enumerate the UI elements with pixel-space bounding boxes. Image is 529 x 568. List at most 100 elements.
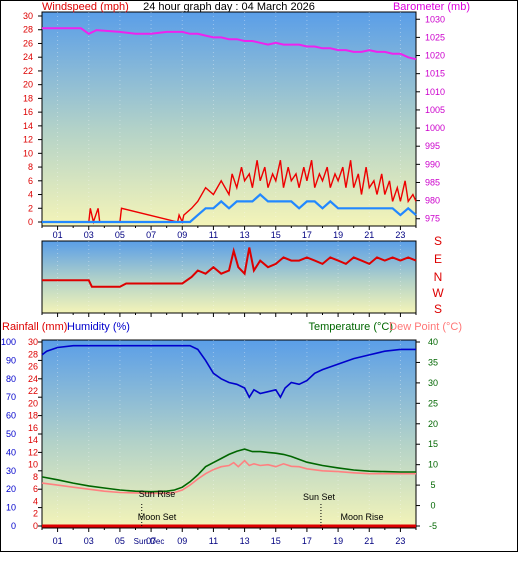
rain-y-label-14: 14	[28, 435, 38, 445]
sunset-label: Sun Set	[303, 492, 336, 502]
direction-y-label-2: N	[434, 270, 443, 284]
humidity-y-label-80: 80	[6, 374, 16, 384]
baro-y-label-1000: 1000	[425, 123, 445, 133]
rain-y-label-4: 4	[33, 496, 38, 506]
temp-hum-plot: 0102030405060708090100024681012141618202…	[1, 337, 438, 546]
wind-x-label-09: 09	[177, 230, 187, 240]
graph-title: 24 hour graph day : 04 March 2026	[143, 1, 315, 13]
wind-y-label-10: 10	[23, 148, 33, 158]
temp-y-label--5: -5	[429, 521, 437, 531]
temp-y-label-0: 0	[430, 501, 435, 511]
baro-y-label-1020: 1020	[425, 51, 445, 61]
wind-y-label-6: 6	[28, 176, 33, 186]
wind-average-line	[42, 193, 417, 224]
rain-y-label-18: 18	[28, 411, 38, 421]
wind-x-label-23: 23	[395, 230, 405, 240]
dew-point-line	[41, 459, 416, 495]
wind-y-label-30: 30	[23, 11, 33, 21]
barometer-line	[42, 27, 417, 61]
temp-y-label-20: 20	[428, 419, 438, 429]
sunrise-label: Sun Rise	[139, 489, 176, 499]
baro-y-label-1030: 1030	[425, 14, 445, 24]
rain-y-label-10: 10	[28, 460, 38, 470]
humidity-y-label-10: 10	[6, 503, 16, 513]
humidity-y-label-50: 50	[6, 429, 16, 439]
direction-y-label-3: W	[432, 286, 444, 300]
wind-x-label-01: 01	[53, 230, 63, 240]
wind-x-label-21: 21	[364, 230, 374, 240]
rain-axis-title: Rainfall (mm)	[2, 321, 67, 333]
wind-x-label-17: 17	[302, 230, 312, 240]
humidity-y-label-70: 70	[6, 392, 16, 402]
rain-y-label-24: 24	[28, 374, 38, 384]
baro-y-label-1015: 1015	[425, 69, 445, 79]
wind-y-label-2: 2	[28, 203, 33, 213]
rain-y-label-28: 28	[28, 349, 38, 359]
temp-x-label-01: 01	[53, 536, 63, 546]
rain-y-label-6: 6	[33, 484, 38, 494]
humidity-y-label-40: 40	[6, 447, 16, 457]
rain-y-label-8: 8	[33, 472, 38, 482]
rain-y-label-20: 20	[28, 398, 38, 408]
humidity-y-label-90: 90	[6, 355, 16, 365]
baro-y-label-1005: 1005	[425, 105, 445, 115]
temp-y-label-5: 5	[430, 480, 435, 490]
temp-x-label-07: 07	[146, 536, 156, 546]
temp-y-label-10: 10	[428, 460, 438, 470]
temp-hum-panel	[41, 339, 417, 529]
humidity-y-label-0: 0	[11, 521, 16, 531]
temp-axis-title: Temperature (°C)	[309, 321, 393, 333]
rain-y-label-26: 26	[28, 362, 38, 372]
wind-direction-panel	[41, 240, 417, 314]
rain-y-label-12: 12	[28, 447, 38, 457]
baro-y-label-985: 985	[425, 177, 440, 187]
wind-y-label-28: 28	[23, 25, 33, 35]
temperature-line	[41, 448, 416, 493]
humidity-axis-title: Humidity (%)	[67, 321, 130, 333]
wind-y-label-16: 16	[23, 107, 33, 117]
wind-x-label-13: 13	[240, 230, 250, 240]
temp-x-label-17: 17	[302, 536, 312, 546]
humidity-y-label-30: 30	[6, 466, 16, 476]
wind-gust-line	[42, 160, 417, 225]
baro-y-label-975: 975	[425, 214, 440, 224]
wind-direction-line	[42, 246, 417, 288]
humidity-y-label-60: 60	[6, 411, 16, 421]
wind-y-label-0: 0	[28, 217, 33, 227]
wind-axis-title: Windspeed (mph)	[42, 1, 129, 13]
direction-y-label-0: S	[434, 234, 442, 248]
temp-x-label-15: 15	[271, 536, 281, 546]
wind-y-label-22: 22	[23, 66, 33, 76]
temp-y-label-25: 25	[428, 398, 438, 408]
temp-x-label-11: 11	[209, 536, 218, 546]
temp-x-label-23: 23	[395, 536, 405, 546]
wind-x-label-07: 07	[146, 230, 156, 240]
rain-y-label-2: 2	[33, 509, 38, 519]
rain-y-label-30: 30	[28, 337, 38, 347]
temp-y-label-35: 35	[428, 357, 438, 367]
baro-axis-title: Barometer (mb)	[393, 1, 470, 13]
moonrise-label: Moon Rise	[340, 512, 383, 522]
wind-y-label-18: 18	[23, 93, 33, 103]
direction-y-label-4: S	[434, 302, 442, 316]
humidity-line	[41, 344, 416, 399]
sun-time-label: Sun Dec	[134, 537, 165, 546]
direction-y-label-1: E	[434, 252, 442, 266]
temp-x-label-05: 05	[115, 536, 125, 546]
rain-y-label-0: 0	[33, 521, 38, 531]
wind-y-label-8: 8	[28, 162, 33, 172]
humidity-y-label-20: 20	[6, 484, 16, 494]
temp-x-label-13: 13	[240, 536, 250, 546]
wind-y-label-4: 4	[28, 190, 33, 200]
baro-y-label-1010: 1010	[425, 87, 445, 97]
baro-y-label-1025: 1025	[425, 32, 445, 42]
wind-x-label-11: 11	[209, 230, 218, 240]
wind-y-label-26: 26	[23, 38, 33, 48]
wind-x-label-15: 15	[271, 230, 281, 240]
wind-x-label-19: 19	[333, 230, 343, 240]
rain-y-label-22: 22	[28, 386, 38, 396]
wind-y-label-12: 12	[23, 135, 33, 145]
wind-y-label-24: 24	[23, 52, 33, 62]
